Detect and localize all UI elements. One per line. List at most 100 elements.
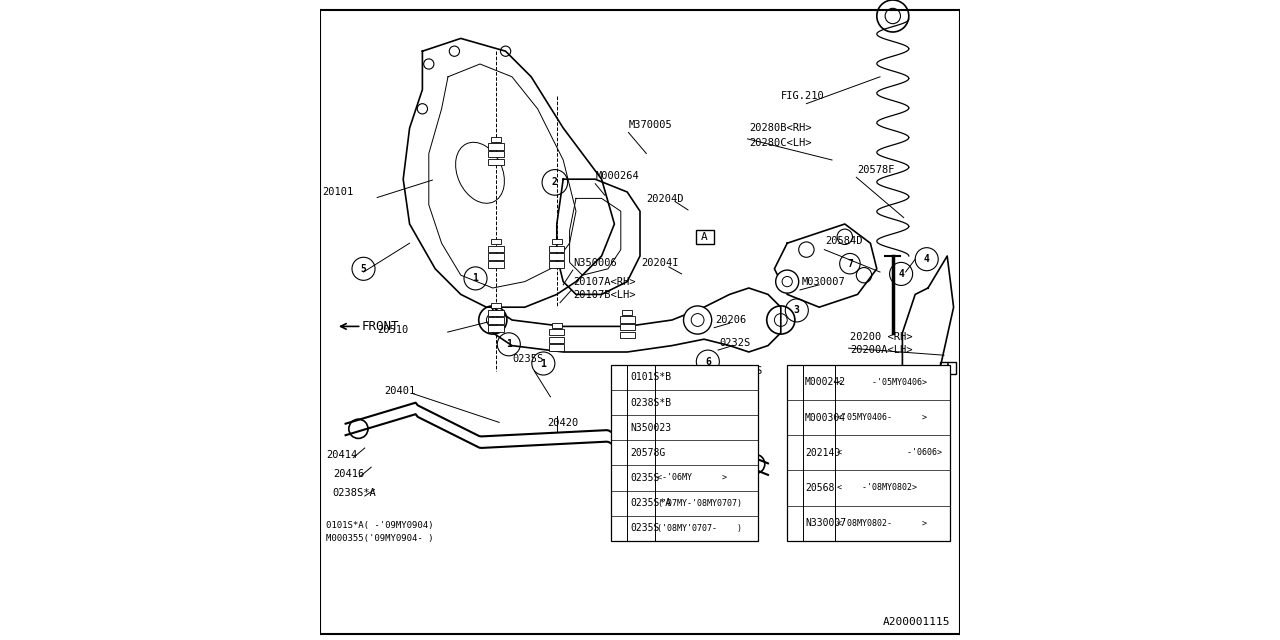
Text: 6: 6 [705, 356, 710, 367]
Text: 20420: 20420 [548, 418, 579, 428]
Text: 20568: 20568 [805, 483, 835, 493]
Bar [489, 261, 504, 268]
Text: 20214D: 20214D [805, 448, 841, 458]
Bar [690, 394, 705, 401]
Bar [489, 246, 504, 252]
Bar [489, 325, 504, 332]
Bar [549, 253, 564, 260]
Text: 0235S: 0235S [630, 524, 659, 533]
Text: 0510S: 0510S [731, 366, 762, 376]
Text: 20280B<RH>: 20280B<RH> [749, 123, 812, 133]
Text: FRONT: FRONT [362, 320, 399, 333]
Bar [489, 151, 504, 157]
Text: 5: 5 [361, 264, 366, 274]
Text: <'05MY0406-      >: <'05MY0406- > [837, 413, 927, 422]
Text: 20578F: 20578F [858, 165, 895, 175]
Text: 7: 7 [792, 483, 797, 493]
Text: 20584D: 20584D [826, 237, 863, 246]
Bar [620, 324, 635, 330]
Bar [549, 337, 564, 343]
Text: <      -'05MY0406>: < -'05MY0406> [837, 378, 927, 387]
Text: 20200 <RH>: 20200 <RH> [850, 333, 913, 342]
Text: 3: 3 [617, 423, 622, 432]
Text: 20416: 20416 [333, 468, 364, 479]
Bar [549, 329, 564, 335]
Text: M000355('09MY0904- ): M000355('09MY0904- ) [326, 534, 434, 543]
Text: A: A [945, 363, 951, 373]
Text: 20107A<RH>: 20107A<RH> [573, 276, 635, 287]
Text: A200001115: A200001115 [883, 617, 950, 627]
Bar [787, 365, 951, 541]
Bar [549, 261, 564, 268]
Bar [489, 143, 504, 150]
Text: 20280C<LH>: 20280C<LH> [749, 138, 812, 148]
Bar [552, 239, 562, 244]
Text: 20101: 20101 [323, 188, 353, 197]
Text: 20204D: 20204D [646, 193, 684, 204]
Text: A: A [701, 232, 708, 243]
Text: 20206: 20206 [716, 316, 746, 325]
Text: FIG.210: FIG.210 [781, 92, 824, 101]
Text: M000242: M000242 [805, 378, 846, 387]
Text: N330007: N330007 [805, 518, 846, 528]
Text: 0238S*B: 0238S*B [630, 397, 672, 408]
Text: M030007: M030007 [801, 276, 845, 287]
Bar [489, 253, 504, 260]
Text: <             -'0606>: < -'0606> [837, 448, 942, 458]
Text: 0101S*B: 0101S*B [630, 372, 672, 382]
Text: N350006: N350006 [573, 258, 617, 268]
Text: 3: 3 [794, 305, 800, 316]
Text: 20401: 20401 [384, 385, 415, 396]
Text: 20414: 20414 [326, 450, 357, 460]
Text: 8: 8 [617, 499, 622, 508]
Bar [492, 239, 502, 244]
Text: 1: 1 [540, 358, 547, 369]
Bar [489, 310, 504, 316]
Bar [620, 332, 635, 338]
Text: N350023: N350023 [630, 422, 672, 433]
Bar [612, 365, 759, 541]
Bar [622, 310, 632, 315]
Circle shape [684, 306, 712, 334]
Text: 5: 5 [792, 378, 797, 387]
Text: 20204I: 20204I [641, 258, 678, 268]
Bar [492, 137, 502, 142]
Bar [692, 380, 703, 385]
Text: 6: 6 [792, 448, 797, 458]
Text: B: B [726, 426, 733, 436]
Text: <'08MY0802-      >: <'08MY0802- > [837, 518, 927, 528]
Text: 4: 4 [617, 448, 622, 458]
Text: 1: 1 [617, 373, 622, 382]
Text: M370005: M370005 [628, 120, 672, 130]
Text: 0235S: 0235S [512, 353, 543, 364]
Bar [552, 323, 562, 328]
Bar [690, 402, 705, 408]
Text: 8: 8 [717, 392, 723, 402]
Text: 7: 7 [847, 259, 852, 269]
Text: M000304: M000304 [805, 413, 846, 422]
Text: 20510: 20510 [378, 325, 408, 335]
Text: M000264: M000264 [595, 172, 639, 181]
Text: 4: 4 [924, 254, 929, 264]
Text: 0101S*A( -'09MY0904): 0101S*A( -'09MY0904) [326, 521, 434, 530]
Text: 20200A<LH>: 20200A<LH> [850, 346, 913, 355]
Text: 20107B<LH>: 20107B<LH> [573, 289, 635, 300]
Text: 4: 4 [899, 269, 904, 279]
Text: 0235S: 0235S [630, 473, 659, 483]
Text: ('07MY-'08MY0707): ('07MY-'08MY0707) [658, 499, 742, 508]
Text: FIG.280: FIG.280 [865, 408, 909, 418]
Bar [620, 316, 635, 323]
Circle shape [776, 270, 799, 293]
Text: 2: 2 [617, 398, 622, 407]
Bar [489, 317, 504, 324]
Text: M00006: M00006 [832, 379, 869, 389]
Bar [492, 303, 502, 308]
Text: 0232S: 0232S [719, 338, 750, 348]
Text: 20578G: 20578G [630, 448, 666, 458]
Text: 1: 1 [472, 273, 479, 284]
Text: 2: 2 [552, 177, 558, 188]
Text: <    -'08MY0802>: < -'08MY0802> [837, 483, 916, 493]
Bar [489, 159, 504, 165]
Text: <-'06MY      >: <-'06MY > [658, 474, 727, 483]
Text: 0235S*A: 0235S*A [630, 498, 672, 508]
